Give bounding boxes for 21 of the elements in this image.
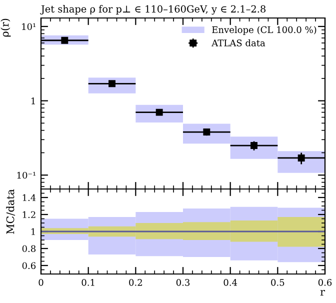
y-tick-label: 1: [31, 98, 35, 104]
x-tick-label: 0.5: [271, 279, 284, 286]
y-tick-label: 10⁻¹: [17, 172, 36, 179]
x-tick-label: 0.3: [176, 279, 190, 286]
y-tick-label: 1.4: [22, 194, 36, 202]
y-tick-label: 1.2: [22, 211, 36, 218]
y-tick-label: 10¹: [22, 23, 36, 30]
y-tick-label: 0.6: [22, 262, 36, 270]
legend-label: Envelope (CL 100.0 %): [212, 26, 316, 35]
x-axis-title: r: [320, 290, 325, 296]
y-axis-title: ρ(r): [0, 18, 11, 37]
chart-title: Jet shape ρ for p⊥ ∈ 110–160GeV, y ∈ 2.1–2.8: [40, 5, 266, 15]
x-tick-label: 0.2: [129, 279, 142, 286]
y-tick-label: 0.8: [22, 245, 36, 252]
x-tick-label: 0.1: [82, 279, 94, 286]
x-tick-label: 0.4: [224, 279, 238, 286]
x-tick-label: 0.6: [318, 279, 332, 286]
y-tick-label: 1: [31, 228, 35, 235]
y-axis-title: MC/data: [6, 189, 16, 234]
x-tick-label: 0: [38, 279, 44, 286]
legend-label: ATLAS data: [212, 39, 266, 46]
